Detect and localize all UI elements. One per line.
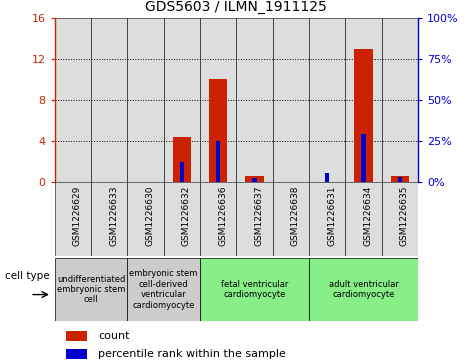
Text: embryonic stem
cell-derived
ventricular
cardiomyocyte: embryonic stem cell-derived ventricular … bbox=[130, 269, 198, 310]
Text: cell type: cell type bbox=[5, 270, 49, 281]
Bar bbox=[163, 18, 200, 182]
Bar bbox=[127, 182, 163, 256]
Bar bbox=[216, 141, 220, 182]
Bar bbox=[252, 178, 256, 182]
Bar bbox=[180, 162, 184, 182]
Bar bbox=[163, 182, 200, 256]
Text: fetal ventricular
cardiomyocyte: fetal ventricular cardiomyocyte bbox=[221, 280, 288, 299]
Bar bbox=[66, 349, 87, 359]
Bar bbox=[325, 174, 329, 182]
Bar bbox=[91, 18, 127, 182]
Text: undifferentiated
embryonic stem
cell: undifferentiated embryonic stem cell bbox=[57, 274, 125, 305]
Text: GSM1226634: GSM1226634 bbox=[363, 185, 372, 246]
Bar bbox=[127, 258, 200, 321]
Bar bbox=[345, 182, 381, 256]
Bar bbox=[91, 182, 127, 256]
Bar bbox=[236, 18, 273, 182]
Text: percentile rank within the sample: percentile rank within the sample bbox=[98, 349, 286, 359]
Bar bbox=[381, 182, 418, 256]
Bar bbox=[127, 18, 163, 182]
Text: GSM1226633: GSM1226633 bbox=[109, 185, 118, 246]
Bar bbox=[200, 182, 237, 256]
Bar bbox=[55, 182, 91, 256]
Text: GSM1226630: GSM1226630 bbox=[145, 185, 154, 246]
Bar bbox=[345, 18, 381, 182]
Bar bbox=[309, 258, 418, 321]
Bar bbox=[354, 49, 372, 182]
Bar bbox=[200, 18, 236, 182]
Bar bbox=[237, 182, 273, 256]
Text: GSM1226632: GSM1226632 bbox=[182, 185, 191, 246]
Bar bbox=[309, 18, 345, 182]
Text: GSM1226629: GSM1226629 bbox=[73, 185, 82, 246]
Bar bbox=[209, 79, 227, 182]
Bar bbox=[55, 258, 127, 321]
Bar bbox=[200, 258, 309, 321]
Bar bbox=[398, 177, 402, 182]
Bar bbox=[173, 136, 191, 182]
Bar bbox=[361, 134, 366, 182]
Text: GSM1226638: GSM1226638 bbox=[291, 185, 300, 246]
Bar bbox=[381, 18, 418, 182]
Text: adult ventricular
cardiomyocyte: adult ventricular cardiomyocyte bbox=[329, 280, 399, 299]
Bar bbox=[55, 18, 91, 182]
Bar bbox=[391, 176, 409, 182]
Text: GSM1226635: GSM1226635 bbox=[400, 185, 409, 246]
Bar bbox=[273, 182, 309, 256]
Text: GSM1226637: GSM1226637 bbox=[255, 185, 264, 246]
Bar bbox=[273, 18, 309, 182]
Text: GSM1226636: GSM1226636 bbox=[218, 185, 227, 246]
Bar bbox=[309, 182, 345, 256]
Text: GSM1226631: GSM1226631 bbox=[327, 185, 336, 246]
Bar bbox=[246, 176, 264, 182]
Title: GDS5603 / ILMN_1911125: GDS5603 / ILMN_1911125 bbox=[145, 0, 327, 15]
Text: count: count bbox=[98, 331, 130, 341]
Bar bbox=[66, 331, 87, 341]
